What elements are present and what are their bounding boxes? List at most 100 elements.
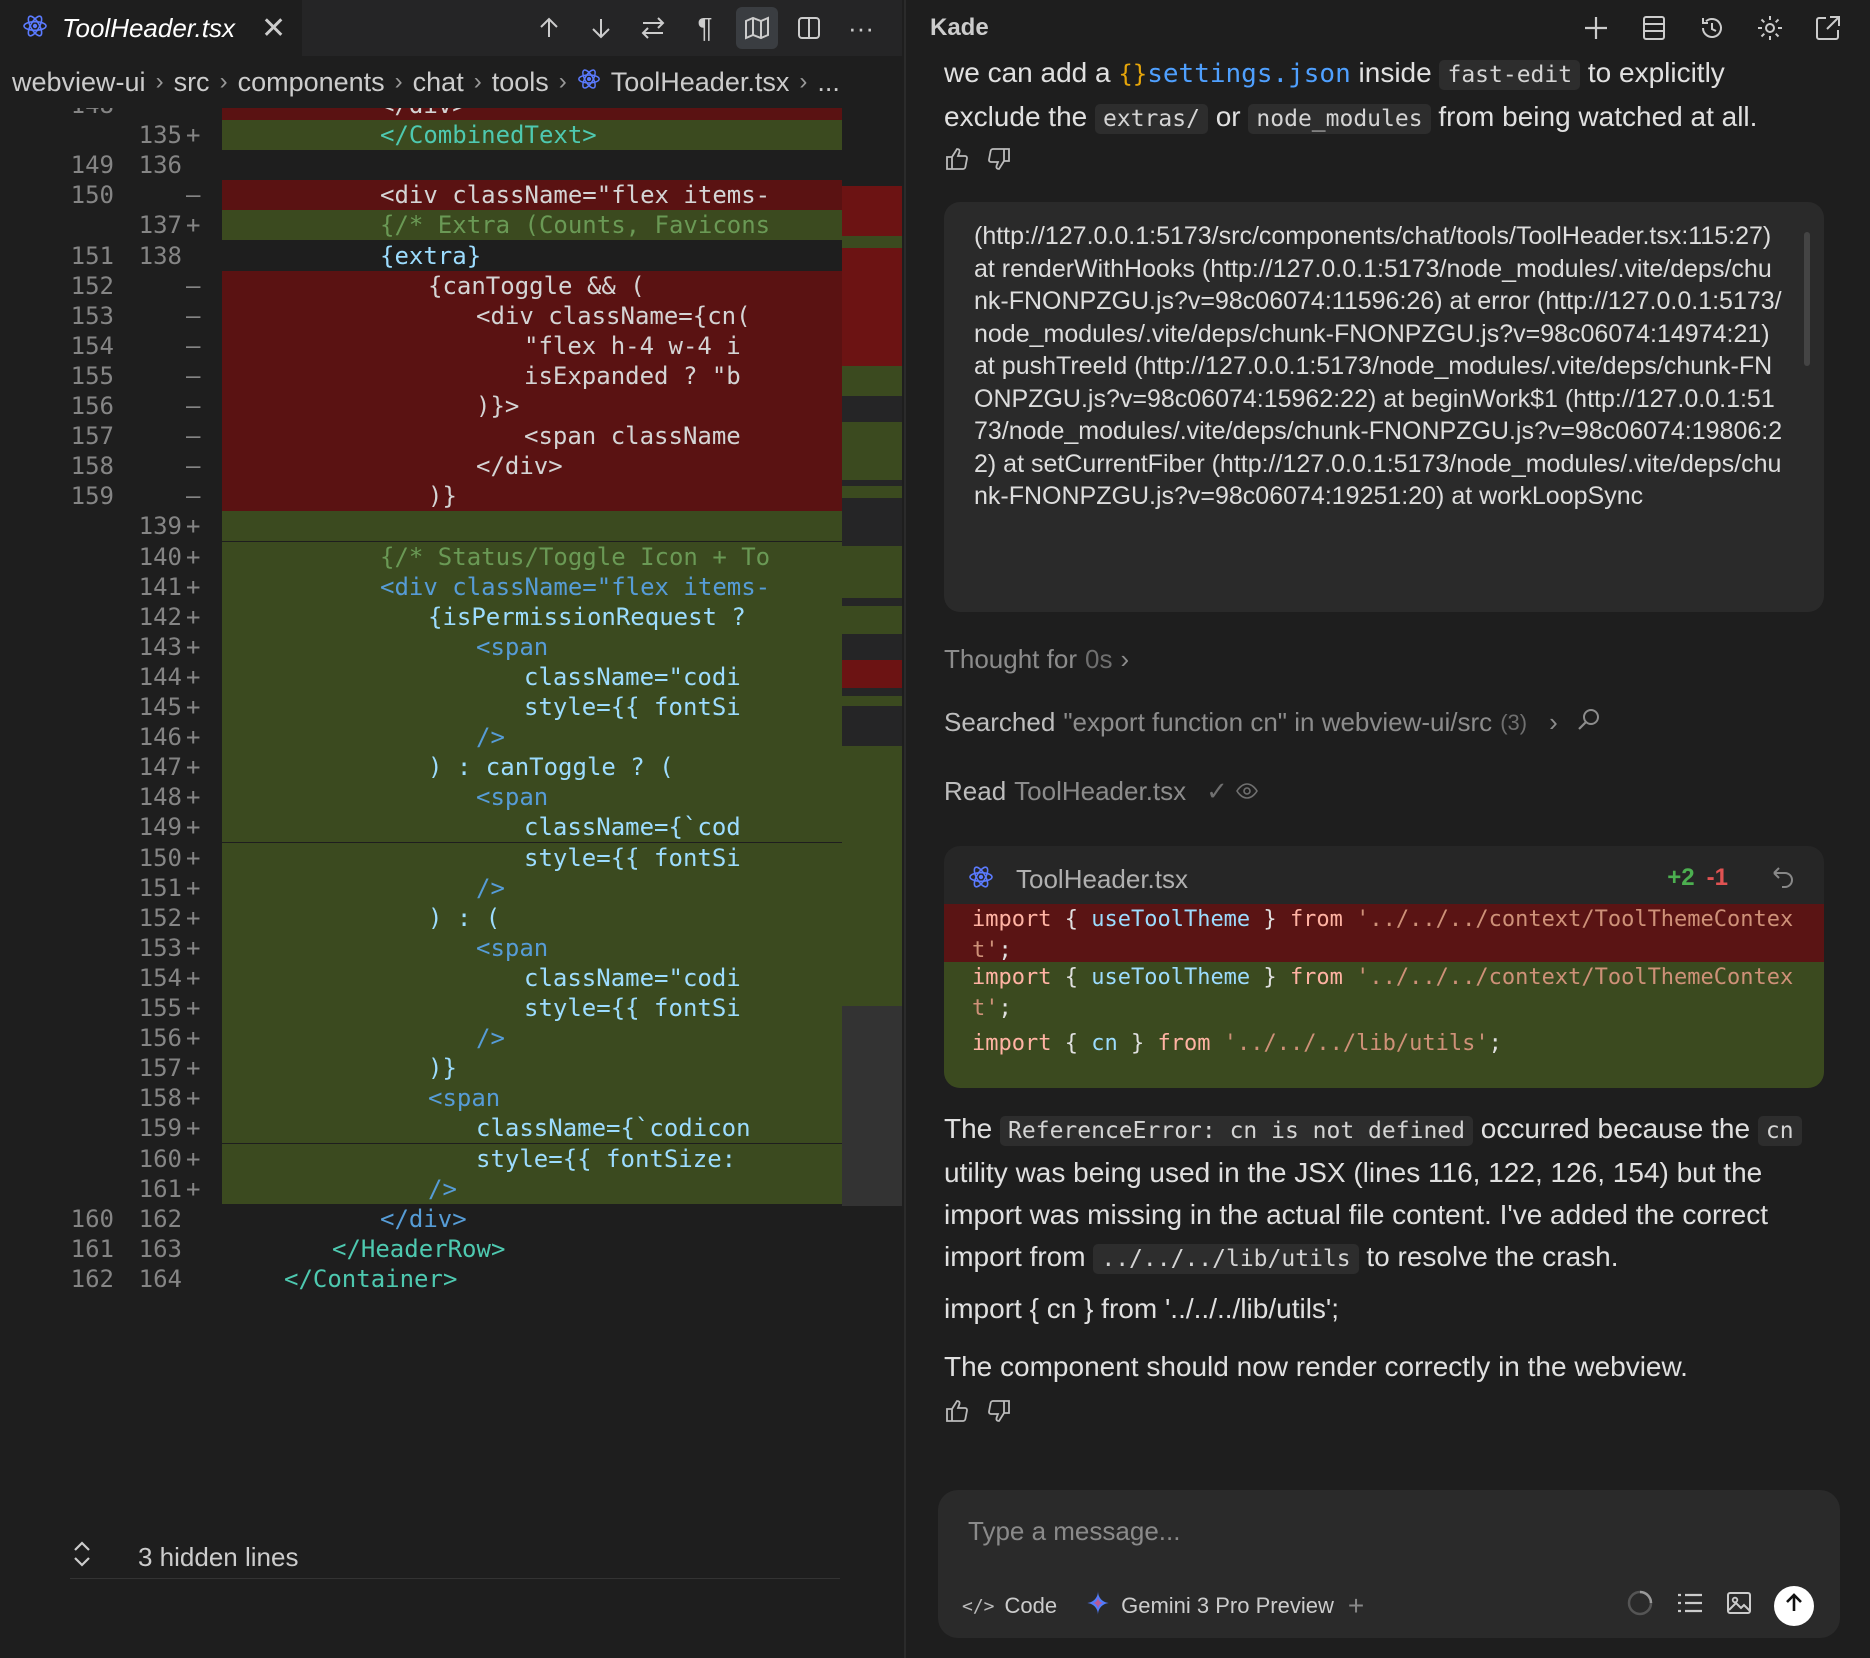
added-line-highlight — [222, 993, 842, 1023]
code-text: </HeaderRow> — [332, 1234, 506, 1263]
code-line: 147 +) : canToggle ? ( — [0, 752, 842, 783]
added-line-highlight — [222, 571, 842, 602]
new-line-number: 158 — [138, 1084, 182, 1113]
history-icon[interactable] — [1692, 8, 1732, 48]
code-text: </Container> — [284, 1264, 458, 1293]
search-icon[interactable] — [1576, 706, 1602, 739]
thumbs-down-icon[interactable] — [986, 1398, 1012, 1429]
swap-icon[interactable] — [632, 7, 674, 49]
tab-toolheader[interactable]: ToolHeader.tsx ✕ — [0, 0, 302, 56]
file-link[interactable]: settings.json — [1147, 59, 1351, 89]
code-text: /> — [476, 873, 505, 902]
chevron-right-icon: › — [1120, 644, 1130, 674]
chat-title: Kade — [930, 14, 989, 41]
map-icon[interactable] — [736, 7, 778, 49]
thumbs-up-icon[interactable] — [944, 1398, 970, 1429]
minimap-deletion — [842, 660, 902, 688]
plus-icon[interactable]: + — [1347, 1590, 1365, 1621]
plus-icon[interactable] — [1576, 8, 1616, 48]
added-line-highlight — [222, 932, 842, 963]
pilcrow-icon[interactable]: ¶ — [697, 12, 713, 43]
new-line-number: 161 — [138, 1174, 182, 1203]
diff-marker: + — [186, 542, 201, 571]
split-editor-icon[interactable] — [788, 7, 830, 49]
new-line-number: 150 — [138, 843, 182, 872]
scrollbar[interactable] — [1804, 232, 1810, 366]
diff-header[interactable]: ToolHeader.tsx +2 -1 — [944, 846, 1824, 912]
added-line-highlight — [222, 661, 842, 692]
code-text: ) : ( — [428, 903, 501, 932]
lines-removed: -1 — [1706, 864, 1728, 891]
mode-selector[interactable]: </> Code — [962, 1593, 1057, 1619]
new-line-number: 137 — [138, 211, 182, 240]
arrow-up-icon[interactable] — [528, 7, 570, 49]
arrow-down-icon[interactable] — [580, 7, 622, 49]
breadcrumb-item[interactable]: ToolHeader.tsx — [610, 66, 790, 97]
code-line: 152 — {canToggle && ( — [0, 270, 842, 301]
breadcrumb-item[interactable]: tools — [491, 66, 549, 97]
added-line-highlight — [222, 541, 842, 572]
new-line-number: 136 — [138, 151, 182, 180]
read-file: ToolHeader.tsx — [1014, 776, 1187, 806]
hidden-lines-bar[interactable]: 3 hidden lines — [70, 1537, 840, 1579]
old-line-number: 150 — [70, 181, 114, 210]
eye-icon[interactable] — [1236, 776, 1258, 807]
stack-trace-block[interactable]: (http://127.0.0.1:5173/src/components/ch… — [944, 202, 1824, 612]
breadcrumb-item[interactable]: chat — [412, 66, 464, 97]
code-line: 154 + className="codi — [0, 962, 842, 993]
chat-panel: Kade we can add a {}settings.json inside… — [904, 0, 1870, 1658]
added-line-highlight — [222, 120, 842, 151]
undo-icon[interactable] — [1766, 862, 1796, 897]
thumbs-down-icon[interactable] — [986, 146, 1012, 177]
new-line-number: 151 — [138, 873, 182, 902]
model-selector[interactable]: Gemini 3 Pro Preview — [1085, 1590, 1334, 1622]
new-line-number: 157 — [138, 1054, 182, 1083]
added-line-highlight — [222, 722, 842, 753]
chevron-right-icon: › — [394, 68, 403, 95]
list-icon[interactable] — [1676, 1591, 1704, 1621]
loading-icon — [1626, 1589, 1654, 1623]
code-line: 151 + /> — [0, 872, 842, 903]
breadcrumb-item[interactable]: webview-ui — [12, 66, 146, 97]
code-text: /> — [428, 1174, 457, 1203]
added-line-highlight — [222, 631, 842, 662]
expand-icon[interactable] — [70, 1539, 94, 1576]
diff-marker: + — [186, 723, 201, 752]
code-text: <div className={cn( — [476, 301, 751, 330]
thumbs-up-icon[interactable] — [944, 146, 970, 177]
feedback-row — [944, 146, 1012, 177]
breadcrumb-item[interactable]: components — [237, 66, 385, 97]
minimap-slider[interactable] — [842, 1006, 902, 1206]
added-line-highlight — [222, 692, 842, 722]
code-text: isExpanded ? "b — [524, 361, 741, 390]
minimap[interactable] — [842, 186, 902, 1206]
list-icon[interactable] — [1634, 8, 1674, 48]
close-icon[interactable]: ✕ — [260, 11, 287, 45]
diff-marker: + — [186, 1114, 201, 1143]
diff-marker: — — [186, 482, 201, 511]
diff-marker: + — [186, 602, 201, 631]
assistant-message: we can add a {}settings.json inside fast… — [944, 52, 1824, 140]
diff-editor[interactable]: 148—</div>135+</CombinedText>149136150—<… — [0, 108, 902, 1548]
code-line: 150 + style={{ fontSi — [0, 842, 842, 873]
message-input[interactable] — [968, 1508, 1808, 1554]
image-icon[interactable] — [1726, 1590, 1752, 1622]
send-button[interactable] — [1774, 1586, 1814, 1626]
added-line-highlight — [222, 842, 842, 873]
result-count: (3) — [1500, 709, 1528, 735]
more-icon[interactable]: ··· — [848, 12, 874, 43]
read-step[interactable]: Read ToolHeader.tsx ✓ — [944, 776, 1258, 807]
code-line: 160 + style={{ fontSize: — [0, 1143, 842, 1174]
gear-icon[interactable] — [1750, 8, 1790, 48]
searched-step[interactable]: Searched "export function cn" in webview… — [944, 706, 1602, 739]
old-line-number: 159 — [70, 482, 114, 511]
new-line-number: 145 — [138, 693, 182, 721]
open-external-icon[interactable] — [1808, 8, 1848, 48]
new-line-number: 164 — [138, 1264, 182, 1293]
editor-actions: ¶ ··· — [528, 6, 882, 50]
code-text: {/* Status/Toggle Icon + To — [380, 542, 771, 571]
breadcrumb-item[interactable]: ... — [817, 66, 840, 97]
breadcrumb-item[interactable]: src — [173, 66, 210, 97]
thought-step[interactable]: Thought for 0s › — [944, 644, 1129, 675]
message-text: occurred because the — [1473, 1113, 1758, 1144]
